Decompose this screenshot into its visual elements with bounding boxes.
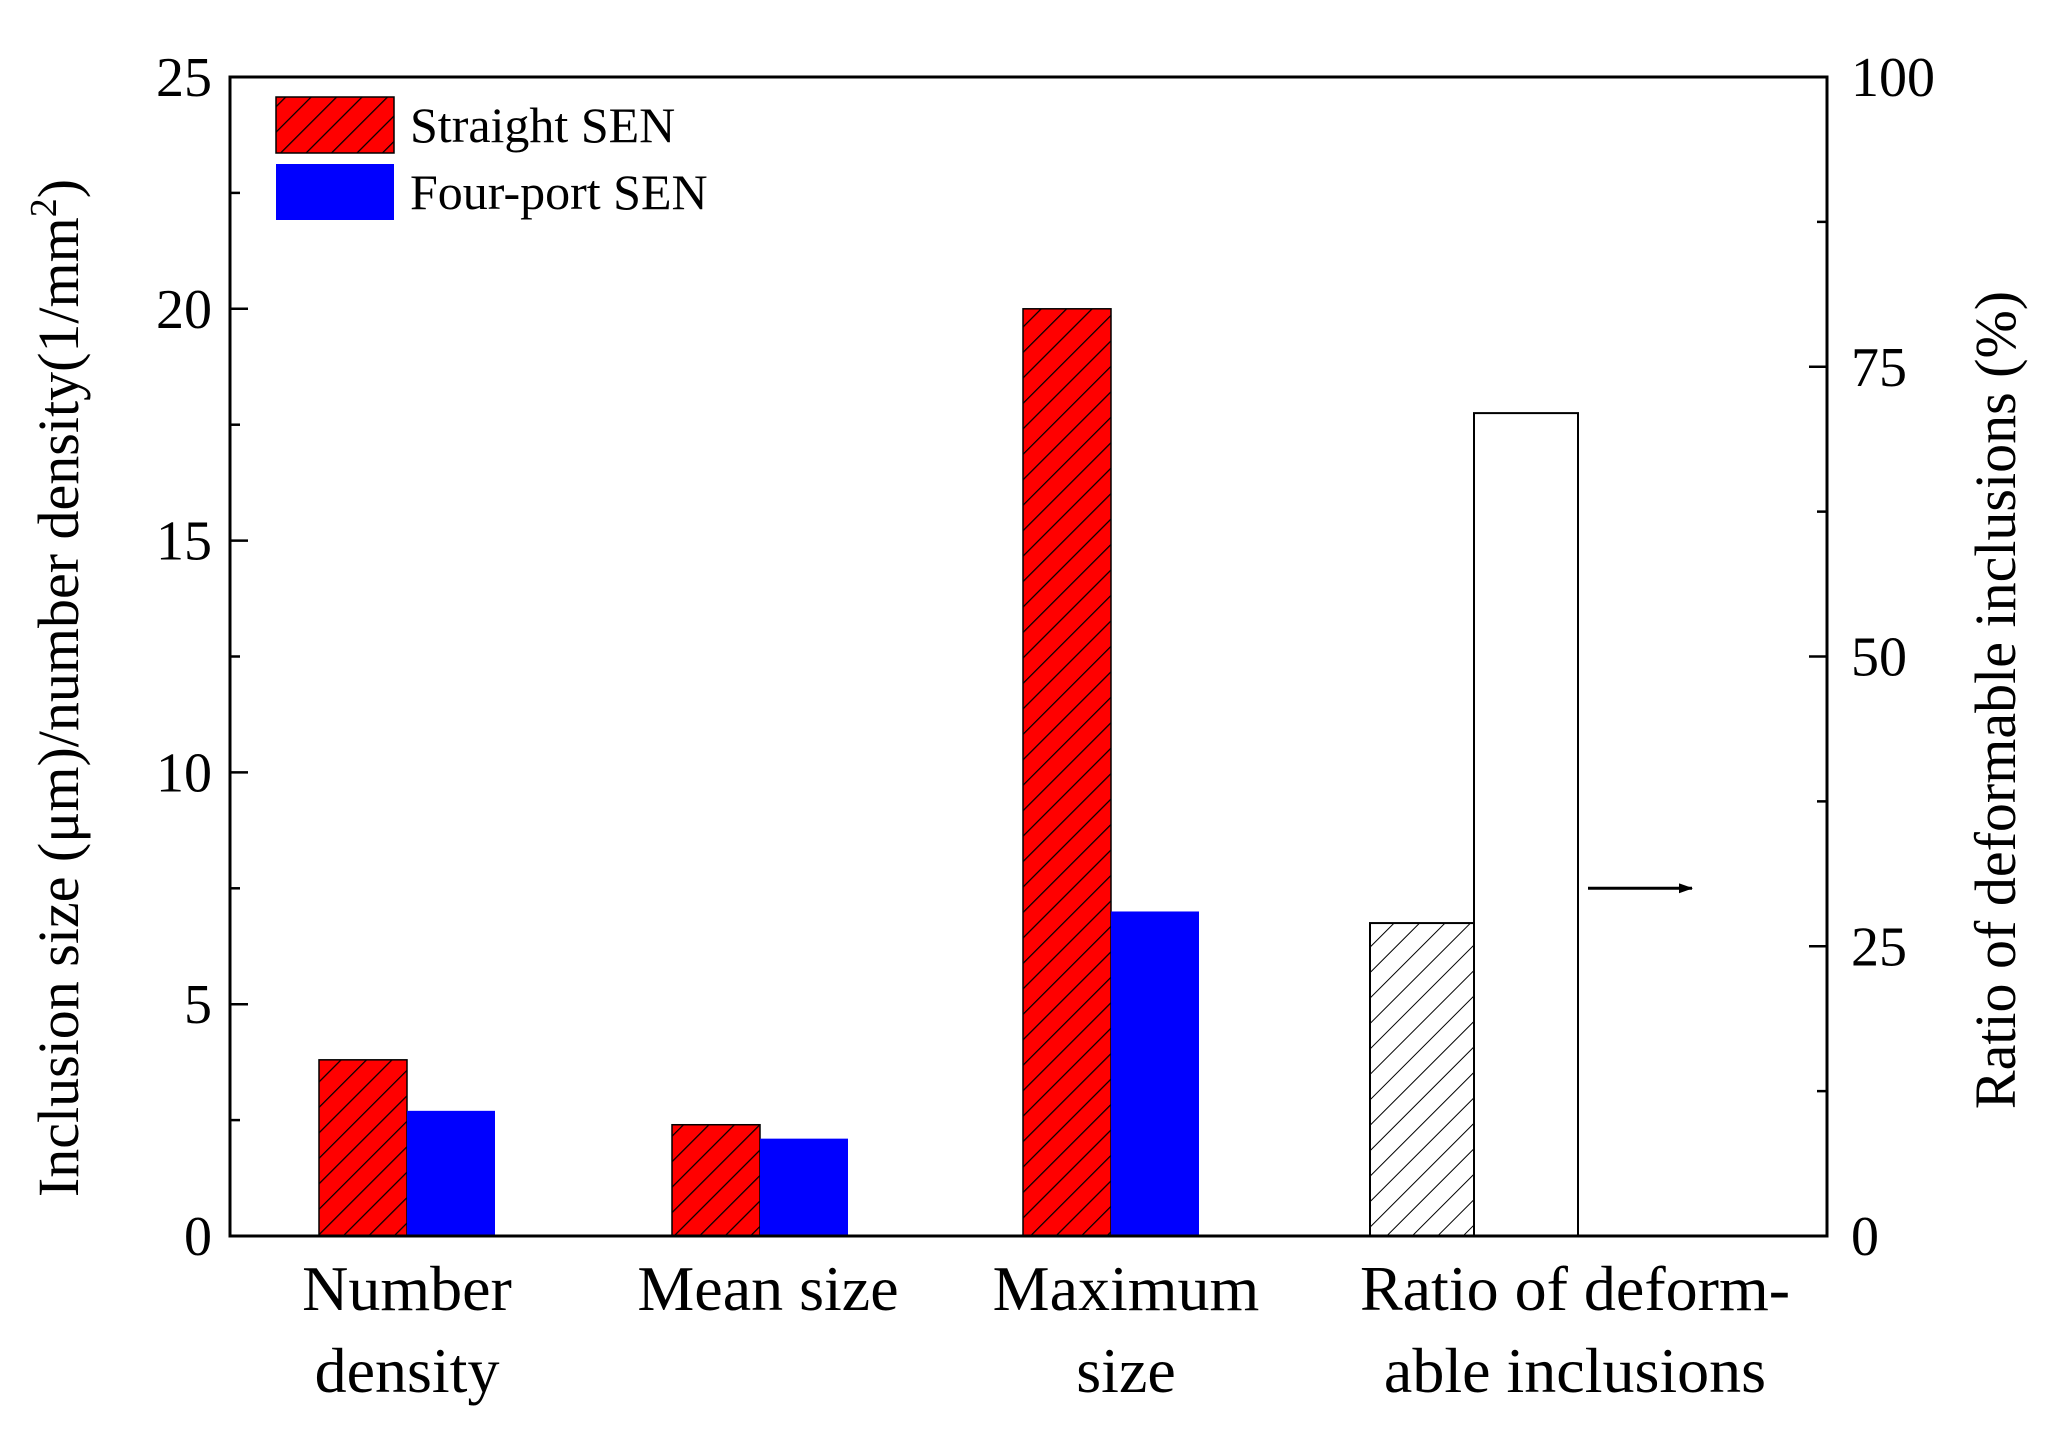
- category-label-line: Ratio of deform-: [1360, 1253, 1790, 1324]
- category-label-2: Maximum size: [993, 1253, 1260, 1406]
- category-label-line: density: [315, 1335, 500, 1406]
- category-label-1: Mean size: [637, 1253, 898, 1324]
- legend-swatch-straight-sen: [275, 96, 395, 154]
- left-tick-label: 10: [156, 742, 212, 804]
- left-axis-title: Inclusion size (μm)/number density(1/mm2…: [23, 179, 91, 1197]
- right-tick-label: 0: [1851, 1206, 1879, 1268]
- bar-straight-sen-0: [318, 1059, 408, 1237]
- left-tick-label: 15: [156, 511, 212, 573]
- left-tick-label: 0: [184, 1206, 212, 1268]
- bar-straight-sen-1: [671, 1123, 761, 1237]
- right-axis-ticks: 0 25 50 75 100: [1809, 47, 1935, 1268]
- left-tick-label: 25: [156, 47, 212, 109]
- left-tick-label: 20: [156, 279, 212, 341]
- legend-label-four-port-sen: Four-port SEN: [410, 164, 708, 220]
- legend: Straight SEN Four-port SEN: [275, 96, 708, 220]
- right-tick-label: 50: [1851, 627, 1907, 689]
- bar-straight-sen-3: [1369, 922, 1475, 1237]
- bar-four-port-sen-0: [407, 1110, 495, 1236]
- category-label-line: able inclusions: [1384, 1335, 1766, 1406]
- bar-straight-sen-2: [1022, 308, 1112, 1237]
- bar-four-port-sen-1: [760, 1138, 848, 1236]
- left-tick-label: 5: [184, 974, 212, 1036]
- right-tick-label: 100: [1851, 47, 1935, 109]
- bar-four-port-sen-3: [1473, 412, 1579, 1237]
- left-axis-ticks: 0 5 10 15 20 25: [156, 47, 248, 1268]
- legend-label-straight-sen: Straight SEN: [410, 97, 675, 153]
- category-label-line: Maximum: [993, 1253, 1260, 1324]
- category-label-line: Mean size: [637, 1253, 898, 1324]
- right-tick-label: 25: [1851, 916, 1907, 978]
- right-axis-title: Ratio of deformable inclusions (%): [1963, 291, 2028, 1109]
- category-label-line: size: [1076, 1335, 1176, 1406]
- category-labels: Number density Mean size Maximum size Ratio o…: [302, 1253, 1790, 1406]
- bars-group: [318, 308, 1579, 1237]
- category-label-0: Number density: [302, 1253, 512, 1406]
- right-tick-label: 75: [1851, 337, 1907, 399]
- bar-four-port-sen-2: [1111, 911, 1199, 1236]
- legend-swatch-four-port-sen: [276, 164, 394, 220]
- category-label-3: Ratio of deform-able inclusions: [1360, 1253, 1790, 1406]
- category-label-line: Number: [302, 1253, 512, 1324]
